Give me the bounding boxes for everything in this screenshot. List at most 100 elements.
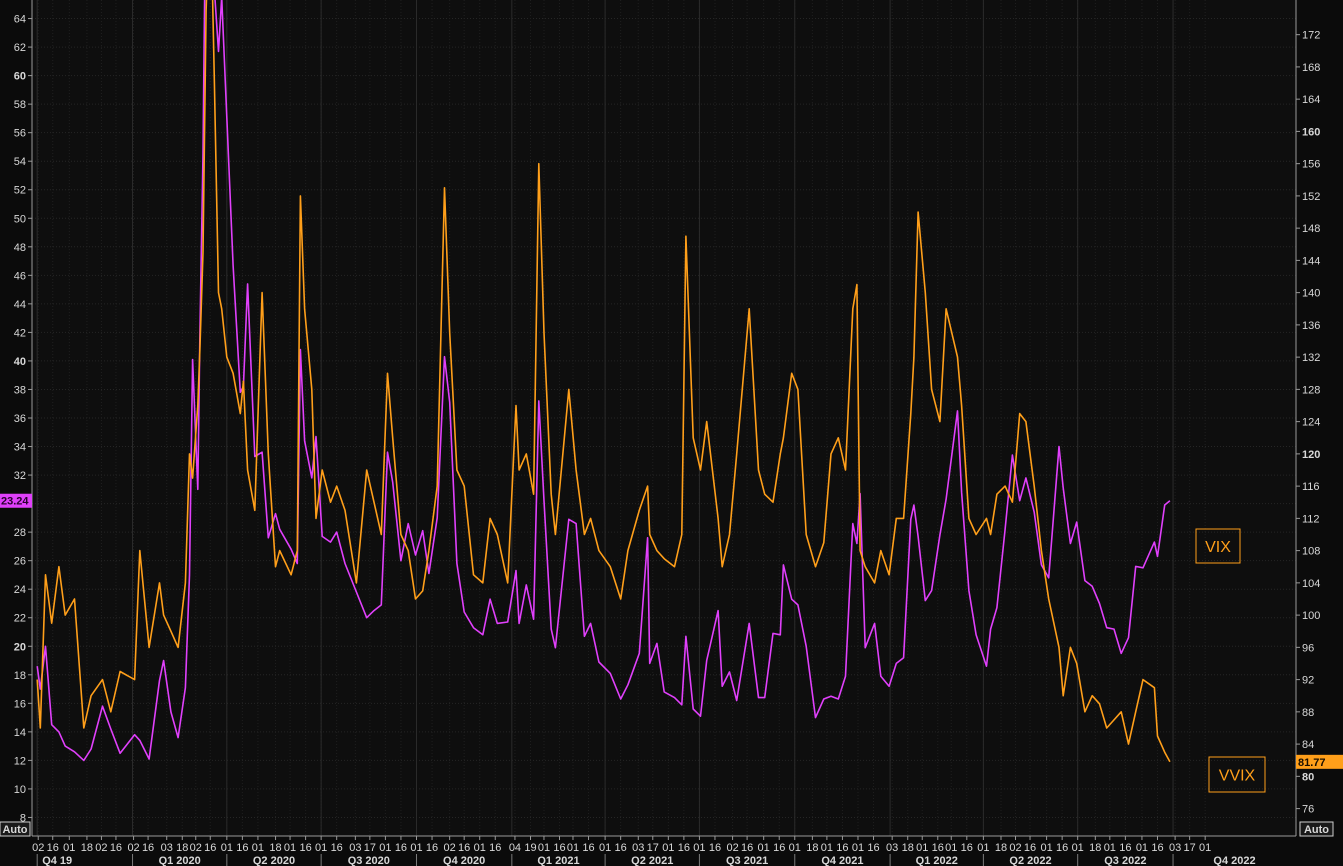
left-tick-label: 34 [14,442,26,454]
right-tick-label: 88 [1302,707,1314,719]
last-value-badge-vix [0,493,32,508]
right-tick-label: 136 [1302,320,1320,332]
x-tick-label: 01 [789,842,801,854]
right-tick-label: 128 [1302,384,1320,396]
left-tick-label: 36 [14,413,26,425]
x-tick-label: 01 [567,842,579,854]
right-tick-label: 84 [1302,739,1314,751]
quarter-label: Q4 2021 [821,855,863,866]
x-tick-label: 02 [444,842,456,854]
right-tick-label: 156 [1302,159,1320,171]
x-tick-label: 01 [977,842,989,854]
x-tick-label: 01 [410,842,422,854]
left-tick-label: 48 [14,242,26,254]
x-tick-label: 17 [647,842,659,854]
x-tick-label: 19 [524,842,536,854]
x-tick-label: 16 [932,842,944,854]
x-tick-label: 18 [269,842,281,854]
x-tick-label: 16 [615,842,627,854]
right-tick-label: 132 [1302,352,1320,364]
quarter-label: Q2 2022 [1009,855,1051,866]
x-tick-label: 16 [1151,842,1163,854]
x-tick-label: 01 [63,842,75,854]
right-tick-label: 164 [1302,94,1320,106]
x-tick-label: 02 [190,842,202,854]
auto-scale-box [1299,821,1334,837]
left-tick-label: 24 [14,584,26,596]
x-tick-label: 16 [458,842,470,854]
annotation-box-vvix [1208,756,1266,793]
x-tick-label: 17 [364,842,376,854]
left-tick-label: 10 [14,784,26,796]
x-tick-label: 02 [726,842,738,854]
x-tick-label: 18 [176,842,188,854]
quarter-label: Q4 2022 [1213,855,1255,866]
right-tick-label: 100 [1302,610,1320,622]
x-tick-label: 16 [204,842,216,854]
x-tick-label: 16 [47,842,59,854]
right-tick-label: 172 [1302,30,1320,42]
quarter-label: Q1 2022 [916,855,958,866]
right-tick-label: 148 [1302,223,1320,235]
left-tick-label: 22 [14,613,26,625]
right-tick-label: 112 [1302,513,1320,525]
last-value-label-vix: 23.24 [1,496,29,508]
annotation-label-vvix: VVIX [1219,768,1256,785]
right-tick-label: 92 [1302,675,1314,687]
x-tick-label: 01 [945,842,957,854]
x-tick-label: 01 [693,842,705,854]
right-tick-label: 160 [1302,126,1320,138]
quarter-label: Q3 2021 [726,855,768,866]
left-tick-label: 26 [14,556,26,568]
x-tick-label: 01 [538,842,550,854]
x-tick-label: 01 [315,842,327,854]
x-tick-label: 16 [489,842,501,854]
left-tick-label: 64 [14,14,26,26]
x-tick-label: 16 [1119,842,1131,854]
x-tick-label: 16 [709,842,721,854]
left-tick-label: 60 [14,71,26,83]
auto-scale-label: Auto [1304,824,1329,836]
x-tick-label: 17 [1183,842,1195,854]
right-tick-label: 144 [1302,255,1320,267]
series-line-vvix [36,0,1171,763]
left-tick-label: 46 [14,270,26,282]
auto-scale-label: Auto [2,824,27,836]
x-tick-label: 16 [582,842,594,854]
x-tick-label: 16 [678,842,690,854]
x-tick-label: 01 [474,842,486,854]
x-tick-label: 16 [395,842,407,854]
x-tick-label: 03 [1169,842,1181,854]
x-tick-label: 01 [221,842,233,854]
left-tick-label: 52 [14,185,26,197]
right-tick-label: 108 [1302,546,1320,558]
annotation-label-vix: VIX [1205,539,1231,556]
x-tick-label: 01 [821,842,833,854]
left-tick-label: 28 [14,527,26,539]
right-tick-label: 124 [1302,417,1320,429]
x-tick-label: 16 [867,842,879,854]
right-tick-label: 96 [1302,642,1314,654]
left-tick-label: 16 [14,698,26,710]
x-tick-label: 16 [773,842,785,854]
x-tick-label: 01 [1136,842,1148,854]
x-tick-label: 02 [127,842,139,854]
x-tick-label: 03 [886,842,898,854]
x-tick-label: 01 [758,842,770,854]
x-tick-label: 16 [110,842,122,854]
x-tick-label: 04 [509,842,521,854]
x-tick-label: 01 [852,842,864,854]
quarter-label: Q4 2020 [443,855,485,866]
left-tick-label: 32 [14,470,26,482]
x-tick-label: 18 [81,842,93,854]
left-tick-label: 38 [14,384,26,396]
x-tick-label: 01 [1199,842,1211,854]
quarter-label: Q3 2022 [1104,855,1146,866]
x-tick-label: 02 [95,842,107,854]
left-tick-label: 20 [14,641,26,653]
quarter-label: Q2 2021 [631,855,673,866]
x-tick-label: 02 [1009,842,1021,854]
x-tick-label: 01 [1072,842,1084,854]
x-tick-label: 16 [1056,842,1068,854]
